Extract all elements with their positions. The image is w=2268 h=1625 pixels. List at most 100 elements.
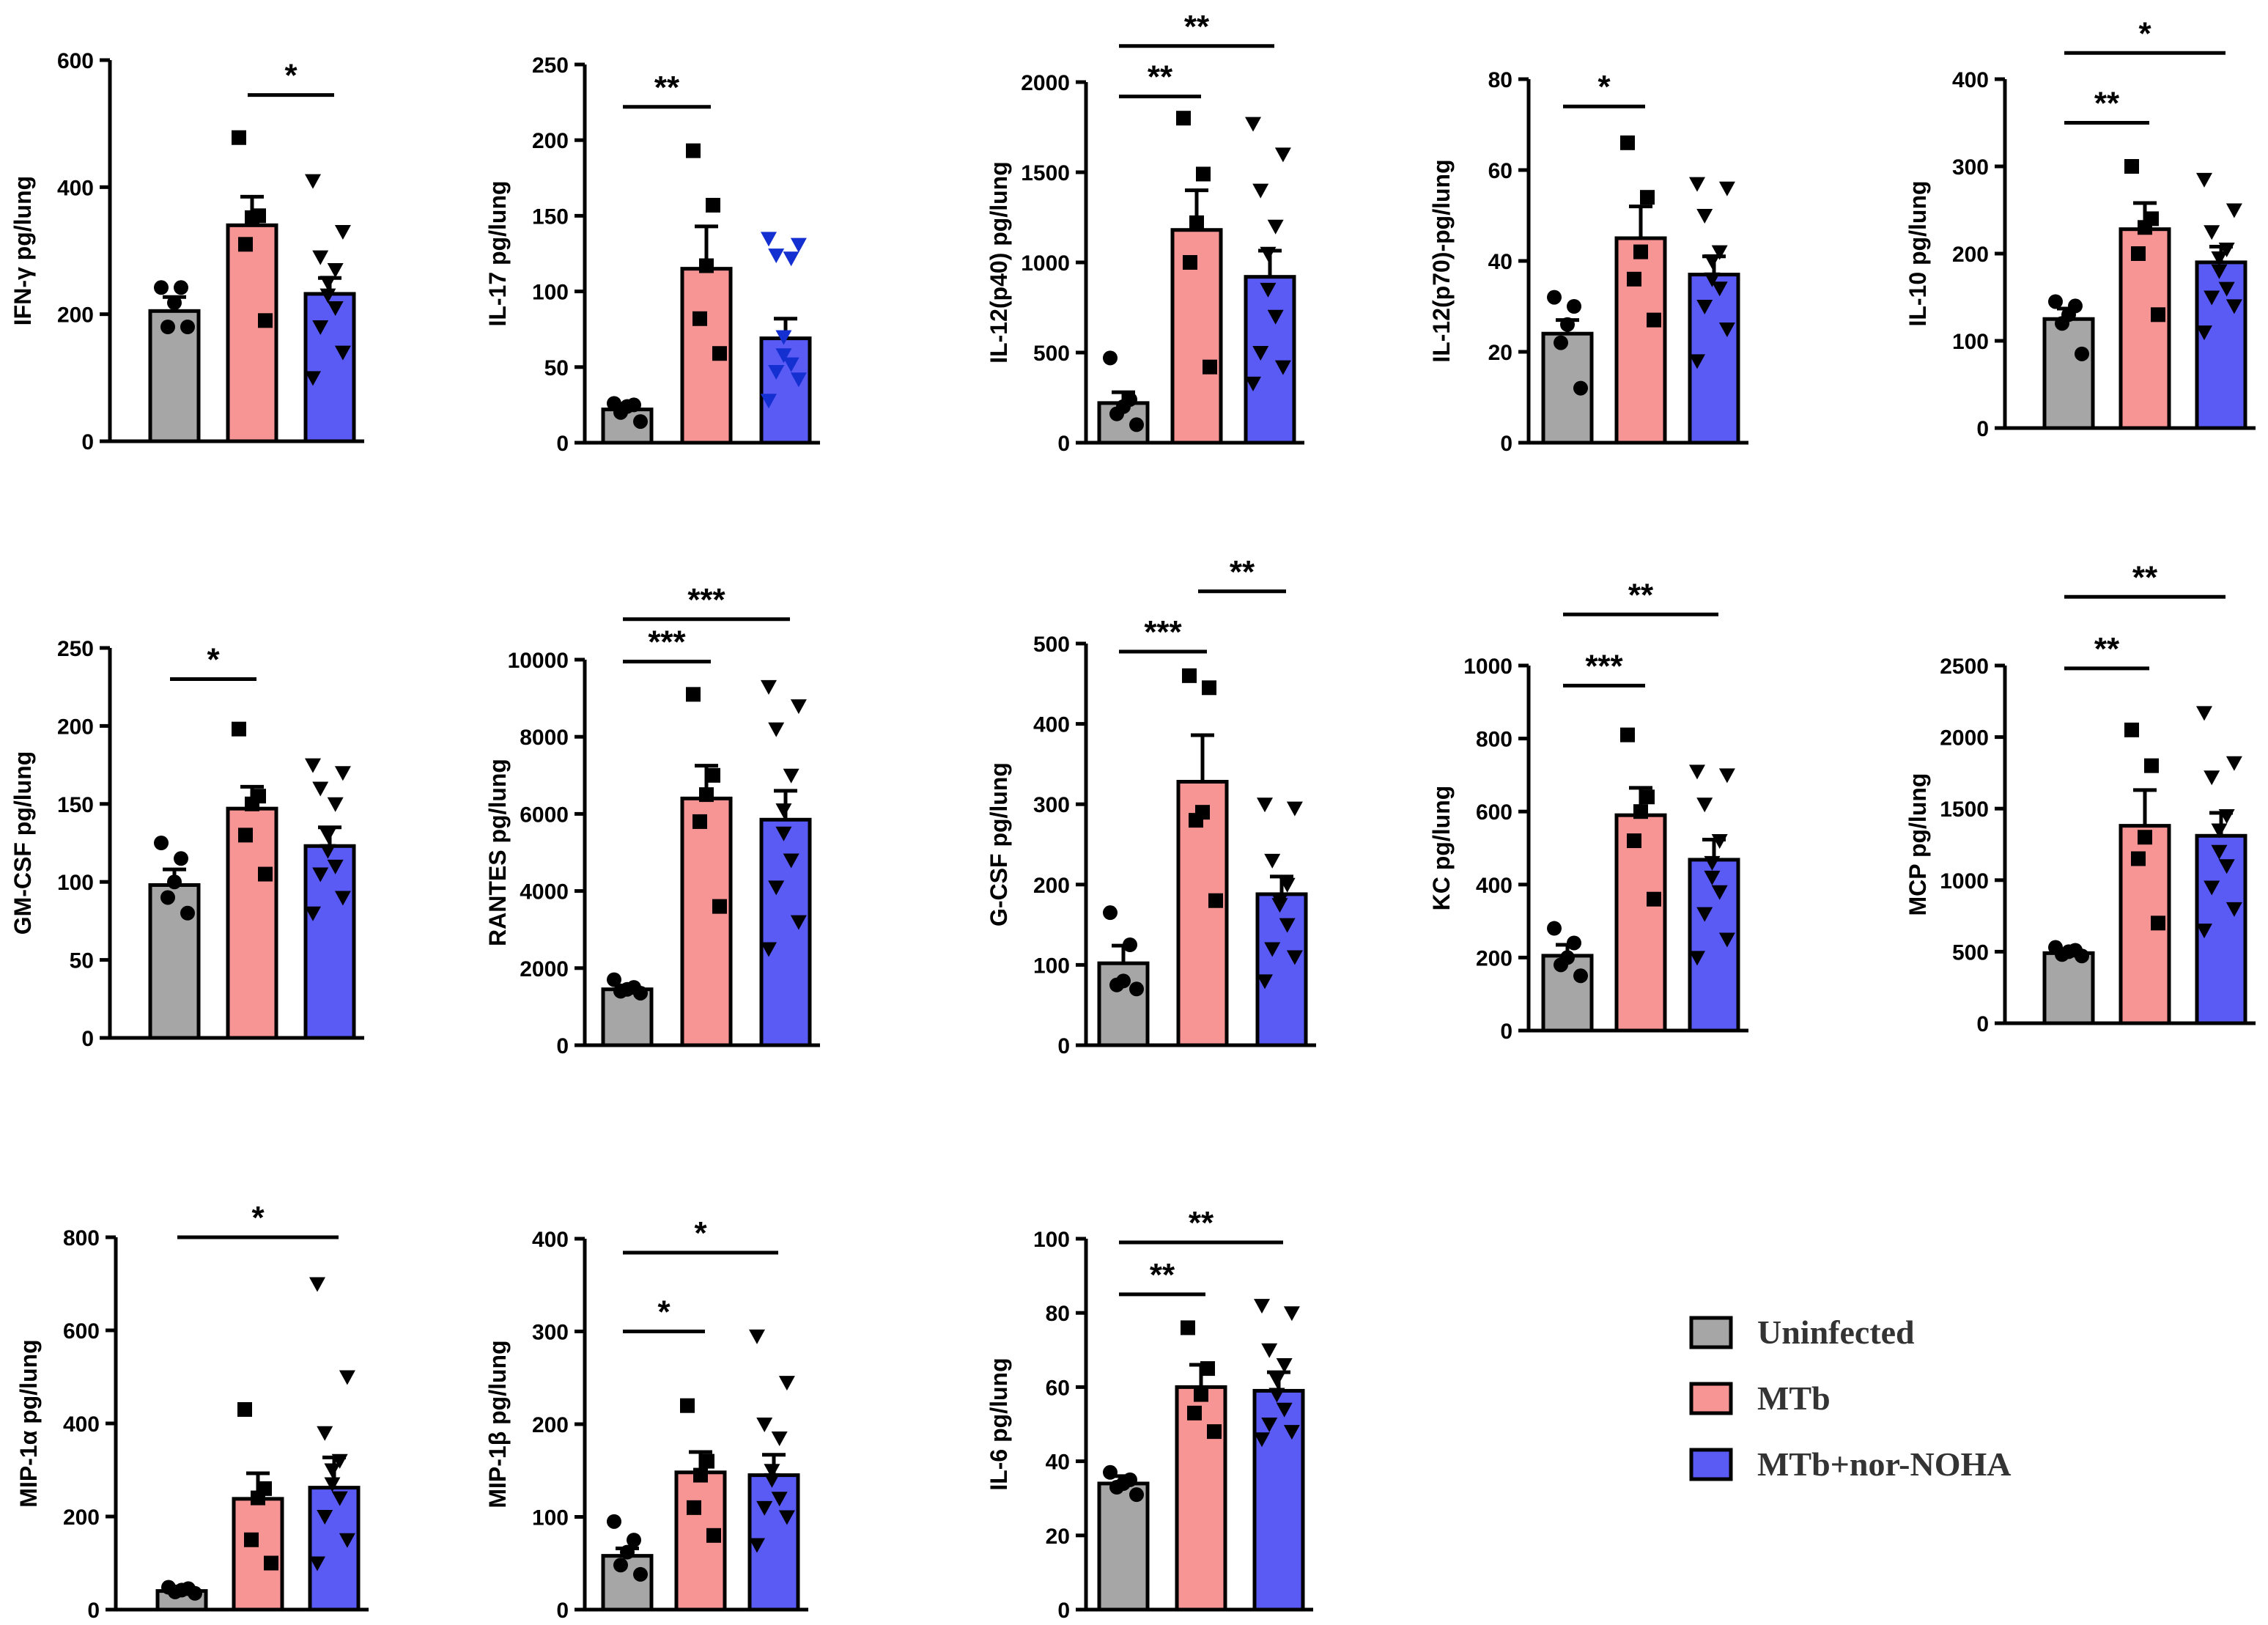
chart-panel: 0 100 200 300 400 MIP-1β pg/lung * * (484, 1215, 808, 1623)
y-tick-label: 300 (532, 1321, 569, 1345)
y-tick-label: 100 (532, 281, 569, 305)
bar-mtb-nor-noha (303, 292, 356, 443)
y-tick-label: 0 (87, 1599, 100, 1623)
data-point (778, 1510, 795, 1525)
data-point (160, 320, 175, 334)
y-tick-label: 80 (1046, 1302, 1070, 1326)
data-point (2131, 246, 2146, 261)
significance-label: *** (648, 624, 686, 660)
data-point (245, 210, 259, 225)
data-point (1689, 354, 1705, 369)
data-point (692, 311, 707, 326)
data-point (339, 1533, 355, 1548)
data-point (1208, 893, 1223, 908)
significance-label: * (1597, 69, 1611, 105)
bar-mtb (680, 796, 733, 1047)
data-point (1103, 350, 1118, 366)
data-point (1257, 797, 1273, 813)
data-point (620, 1544, 635, 1560)
data-point (749, 1538, 765, 1553)
data-point (2204, 290, 2220, 306)
data-point (1627, 271, 1641, 287)
data-point (1704, 254, 1721, 269)
data-point (2204, 225, 2220, 240)
data-point (1103, 905, 1118, 921)
data-point (1261, 1343, 1278, 1358)
y-tick-label: 10000 (508, 649, 569, 673)
y-axis-title: IL-17 pg/lung (484, 180, 511, 326)
y-tick-label: 40 (1046, 1451, 1070, 1475)
y-tick-label: 600 (63, 1319, 100, 1344)
data-point (1689, 951, 1705, 966)
y-tick-label: 80 (1488, 68, 1512, 92)
significance-label: ** (1189, 1205, 1214, 1241)
data-point (768, 722, 785, 737)
chart-panel: 0 200 400 600 IFN-γ pg/lung * (10, 49, 364, 454)
data-point (319, 288, 336, 303)
data-point (174, 851, 188, 866)
bar-mtb (226, 223, 278, 443)
data-point (160, 890, 175, 905)
data-point (768, 880, 785, 896)
y-tick-label: 0 (1500, 432, 1512, 456)
data-point (1200, 1361, 1215, 1377)
data-point (339, 1370, 355, 1385)
y-tick-label: 100 (1033, 954, 1070, 978)
data-point (232, 721, 246, 737)
y-tick-label: 100 (57, 871, 94, 895)
data-point (2225, 902, 2242, 917)
y-tick-label: 400 (1476, 874, 1512, 898)
data-point (1640, 789, 1655, 805)
chart-panel: 0 200 400 600 800 MIP-1α pg/lung * (15, 1200, 369, 1623)
data-point (1182, 668, 1197, 683)
data-point (1194, 1387, 1208, 1402)
data-point (2151, 915, 2165, 931)
y-tick-label: 800 (1476, 728, 1512, 752)
data-point (1187, 1405, 1202, 1421)
data-point (2124, 722, 2139, 737)
y-axis-title: KC pg/lung (1428, 786, 1455, 911)
chart-panel: 0 20 40 60 80 IL-12(p70)-pg/lung * (1428, 68, 1748, 456)
y-tick-label: 400 (63, 1412, 100, 1437)
y-tick-label: 100 (532, 1506, 569, 1530)
y-tick-label: 50 (544, 356, 569, 380)
data-point (167, 295, 182, 311)
y-tick-label: 1500 (1021, 161, 1070, 185)
data-point (238, 237, 253, 252)
data-point (1260, 282, 1277, 298)
data-point (1718, 768, 1735, 784)
data-point (1627, 833, 1641, 849)
data-point (771, 1431, 788, 1446)
data-point (1203, 359, 1217, 375)
y-tick-label: 200 (1033, 874, 1070, 898)
y-tick-label: 60 (1488, 159, 1512, 183)
bar-mtb (1175, 1385, 1227, 1612)
y-tick-label: 200 (63, 1506, 100, 1530)
data-point (1276, 1402, 1293, 1418)
data-point (168, 1584, 182, 1599)
data-point (2055, 947, 2069, 962)
data-point (775, 803, 792, 819)
bar-mtb (1614, 813, 1667, 1033)
data-point (692, 814, 707, 829)
data-point (2138, 830, 2152, 845)
y-tick-label: 200 (532, 129, 569, 153)
data-point (768, 364, 785, 380)
significance-label: ** (2094, 86, 2120, 122)
data-point (2144, 758, 2159, 773)
data-point (1183, 255, 1197, 270)
data-point (775, 348, 792, 364)
y-axis-title: IFN-γ pg/lung (10, 176, 36, 325)
y-tick-label: 8000 (520, 726, 569, 750)
data-point (1554, 335, 1568, 350)
data-point (2196, 325, 2212, 341)
y-axis-title: MCP pg/lung (1905, 773, 1931, 916)
data-point (237, 1401, 252, 1417)
data-point (756, 1418, 773, 1432)
y-tick-label: 500 (1033, 342, 1070, 366)
data-point (2218, 808, 2235, 824)
data-point (327, 797, 344, 812)
y-tick-label: 100 (1952, 330, 1989, 354)
significance-label: * (694, 1215, 707, 1251)
